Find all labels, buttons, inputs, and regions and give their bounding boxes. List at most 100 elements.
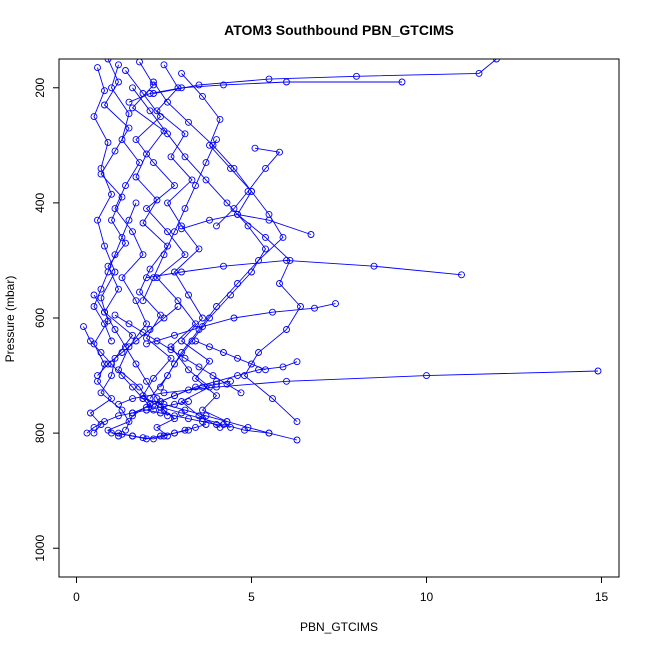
data-series — [139, 136, 220, 305]
data-point — [206, 216, 213, 224]
data-series — [108, 61, 154, 434]
data-point — [115, 412, 122, 420]
data-point — [283, 326, 290, 333]
data-point — [111, 354, 119, 362]
data-point — [167, 153, 175, 161]
data-point — [146, 90, 154, 97]
data-point — [97, 294, 105, 302]
data-point — [111, 311, 119, 319]
data-point — [265, 216, 273, 224]
data-point — [150, 81, 157, 89]
data-series — [192, 337, 269, 374]
data-point — [118, 136, 126, 144]
data-point — [87, 337, 94, 345]
data-series — [143, 300, 339, 348]
data-point — [202, 159, 210, 167]
data-series — [150, 59, 500, 97]
data-point — [262, 164, 269, 172]
data-point — [129, 409, 136, 417]
data-point — [108, 429, 115, 437]
data-point — [269, 395, 276, 403]
data-point — [150, 406, 157, 414]
data-point — [150, 374, 157, 382]
data-point — [171, 429, 178, 437]
data-point — [129, 432, 136, 440]
data-point — [213, 380, 220, 388]
data-point — [293, 358, 301, 366]
data-point — [101, 308, 108, 316]
data-point — [115, 285, 122, 293]
data-point — [216, 115, 224, 123]
y-axis-label: Pressure (mbar) — [3, 276, 17, 363]
data-point — [255, 349, 262, 356]
data-point — [185, 398, 192, 405]
data-point — [125, 124, 133, 132]
x-tick-label: 10 — [420, 590, 434, 604]
data-point — [199, 406, 206, 414]
data-point — [199, 314, 206, 322]
series-line — [97, 306, 179, 376]
data-point — [220, 421, 227, 428]
data-point — [206, 314, 213, 322]
data-point — [192, 182, 199, 190]
data-point — [164, 228, 171, 236]
data-point — [104, 139, 112, 146]
data-point — [262, 233, 269, 241]
data-point — [139, 297, 147, 305]
data-point — [97, 389, 105, 397]
data-point — [178, 337, 185, 345]
y-tick-label: 200 — [33, 77, 47, 97]
data-point — [101, 242, 108, 250]
data-series — [125, 78, 406, 106]
data-point — [150, 274, 157, 282]
data-point — [83, 429, 91, 437]
data-point — [97, 349, 105, 356]
series-line — [132, 380, 231, 414]
data-point — [199, 92, 206, 100]
data-point — [199, 418, 206, 426]
data-point — [132, 136, 140, 144]
data-point — [188, 337, 196, 345]
data-point — [129, 331, 136, 339]
data-series — [90, 199, 140, 345]
data-point — [195, 81, 203, 89]
series-line — [114, 314, 242, 394]
data-point — [283, 377, 290, 385]
data-point — [171, 392, 178, 400]
data-point — [122, 239, 129, 247]
data-point — [171, 268, 178, 276]
data-point — [213, 421, 220, 428]
data-point — [136, 383, 143, 391]
data-point — [94, 216, 101, 224]
data-point — [108, 84, 115, 92]
data-series — [115, 426, 192, 443]
data-point — [230, 205, 238, 213]
data-point — [111, 268, 119, 276]
data-point — [115, 366, 122, 374]
data-point — [223, 380, 231, 388]
series-line — [146, 409, 231, 428]
data-point — [171, 228, 178, 236]
data-point — [164, 130, 171, 138]
data-point — [307, 231, 315, 238]
data-point — [80, 323, 87, 331]
series-line — [146, 303, 336, 345]
data-point — [423, 372, 430, 380]
data-point — [181, 251, 189, 259]
x-axis-label: PBN_GTCIMS — [300, 620, 378, 634]
y-tick-label: 600 — [33, 308, 47, 328]
data-point — [185, 366, 192, 374]
data-point — [251, 144, 259, 152]
y-tick-label: 400 — [33, 193, 47, 213]
data-point — [108, 372, 115, 380]
data-point — [213, 136, 220, 144]
data-point — [181, 153, 189, 161]
data-point — [129, 104, 136, 112]
data-point — [181, 205, 189, 213]
data-point — [181, 354, 189, 362]
data-point — [150, 78, 157, 86]
data-point — [90, 303, 98, 310]
data-point — [104, 268, 112, 276]
